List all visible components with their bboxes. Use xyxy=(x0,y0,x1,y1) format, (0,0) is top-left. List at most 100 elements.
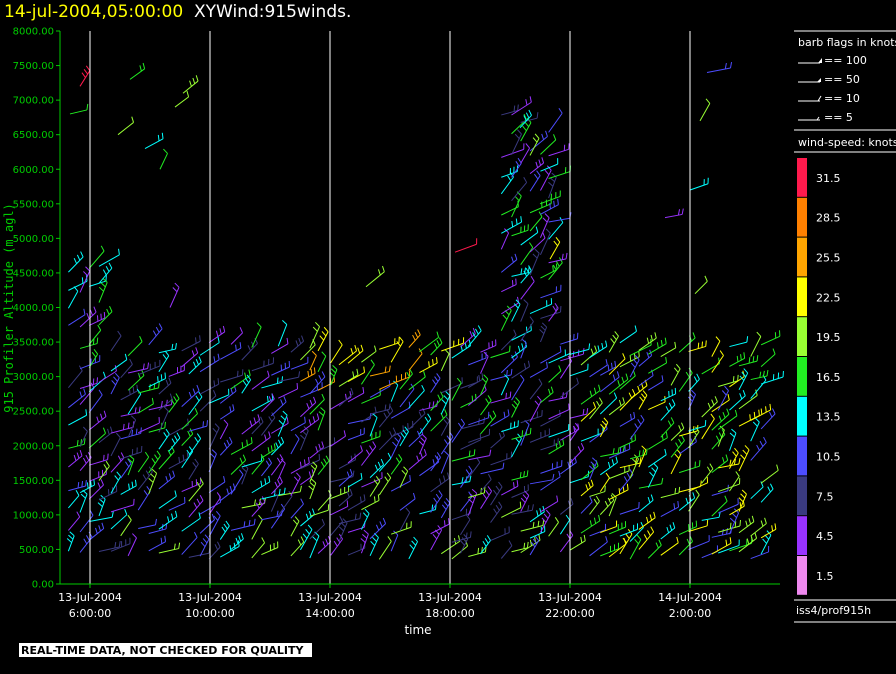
wind-barb xyxy=(251,514,263,540)
wind-barb xyxy=(158,350,170,372)
wind-barb xyxy=(599,494,615,515)
wind-barb xyxy=(711,454,729,474)
wind-barb xyxy=(369,476,381,497)
wind-barb xyxy=(300,453,320,470)
wind-barb xyxy=(706,61,733,73)
wind-barb xyxy=(220,369,244,383)
speed-legend-item: 31.5 xyxy=(797,158,841,197)
wind-barb xyxy=(629,534,642,560)
wind-barb xyxy=(148,468,158,495)
wind-barb xyxy=(419,357,438,374)
wind-barb xyxy=(408,329,421,348)
wind-barb xyxy=(68,388,86,409)
wind-barb xyxy=(529,157,545,174)
wind-barb xyxy=(520,338,527,359)
wind-barb xyxy=(540,470,561,491)
wind-barb xyxy=(599,472,610,492)
wind-barb xyxy=(480,339,497,353)
barb-legend-label: == 10 xyxy=(824,92,860,105)
wind-barb xyxy=(408,407,426,430)
wind-barb xyxy=(308,478,317,500)
wind-barb xyxy=(559,529,574,553)
wind-barb xyxy=(580,426,604,442)
wind-barb xyxy=(251,393,274,412)
wind-barb xyxy=(299,524,313,551)
wind-barb xyxy=(688,340,707,352)
wind-barb xyxy=(361,441,377,466)
wind-barb xyxy=(88,522,105,541)
wind-barb xyxy=(460,376,478,389)
wind-barb xyxy=(548,347,571,364)
speed-color-swatch xyxy=(797,357,807,396)
wind-barb xyxy=(440,450,450,474)
wind-barb xyxy=(608,443,631,459)
wind-barb xyxy=(660,536,679,556)
wind-barb xyxy=(309,461,318,483)
wind-barb xyxy=(300,396,317,418)
wind-barb xyxy=(110,372,120,395)
x-tick-time: 10:00:00 xyxy=(185,607,234,620)
wind-barb xyxy=(158,343,177,354)
wind-barb xyxy=(589,397,603,420)
wind-barb xyxy=(261,487,286,500)
wind-barb xyxy=(158,377,172,395)
header-timestamp: 14-jul-2004,05:00:00 xyxy=(4,2,183,22)
wind-barb xyxy=(110,330,122,352)
wind-barb xyxy=(629,414,645,440)
wind-barb xyxy=(158,428,170,450)
wind-barb xyxy=(589,340,608,359)
wind-barb xyxy=(701,545,718,559)
wind-barb xyxy=(589,536,608,557)
wind-barb xyxy=(369,403,391,415)
wind-barb xyxy=(540,460,563,474)
wind-barb xyxy=(317,490,332,511)
wind-barbs xyxy=(66,61,784,560)
wind-barb xyxy=(440,431,454,455)
wind-barb xyxy=(511,470,529,481)
vertical-gridlines xyxy=(89,31,691,584)
wind-barb xyxy=(501,143,525,158)
wind-barb xyxy=(480,535,491,555)
y-tick-label: 1500.00 xyxy=(13,476,54,487)
wind-barb xyxy=(540,509,551,533)
wind-barb xyxy=(329,365,338,386)
x-tick-date: 13-Jul-2004 xyxy=(298,591,362,604)
wind-barb xyxy=(418,433,427,455)
wind-barb xyxy=(188,458,199,480)
wind-barb xyxy=(451,377,462,401)
wind-barb xyxy=(729,389,746,411)
wind-barb xyxy=(330,515,343,536)
x-tick-time: 22:00:00 xyxy=(545,607,594,620)
wind-barb xyxy=(379,336,400,350)
wind-barb xyxy=(79,65,91,87)
wind-barb xyxy=(750,481,764,500)
wind-barb xyxy=(309,504,330,517)
wind-barb xyxy=(718,539,740,554)
barb-legend-label: == 100 xyxy=(824,54,867,67)
wind-barb xyxy=(548,172,557,199)
wind-barb xyxy=(182,75,199,94)
speed-color-swatch xyxy=(797,237,807,277)
wind-barb xyxy=(711,495,728,517)
wind-barb xyxy=(251,475,271,494)
wind-barb xyxy=(219,385,237,404)
wind-barb xyxy=(219,404,235,420)
wind-barb xyxy=(378,536,392,560)
wind-barb xyxy=(670,422,685,441)
wind-barb xyxy=(501,480,519,496)
wind-barb xyxy=(490,345,511,359)
notice-box xyxy=(19,643,312,657)
wind-barb xyxy=(430,490,443,513)
wind-barb xyxy=(168,497,186,511)
wind-barb xyxy=(529,170,541,192)
wind-barb xyxy=(560,377,579,398)
wind-barb xyxy=(711,537,732,555)
wind-barb xyxy=(188,494,204,518)
wind-barb xyxy=(678,332,696,353)
wind-barb xyxy=(480,351,489,374)
y-tick-label: 4000.00 xyxy=(13,303,54,314)
wind-barb xyxy=(660,501,680,518)
wind-barb xyxy=(144,132,164,149)
wind-barb xyxy=(188,547,211,558)
wind-barb xyxy=(330,485,350,499)
